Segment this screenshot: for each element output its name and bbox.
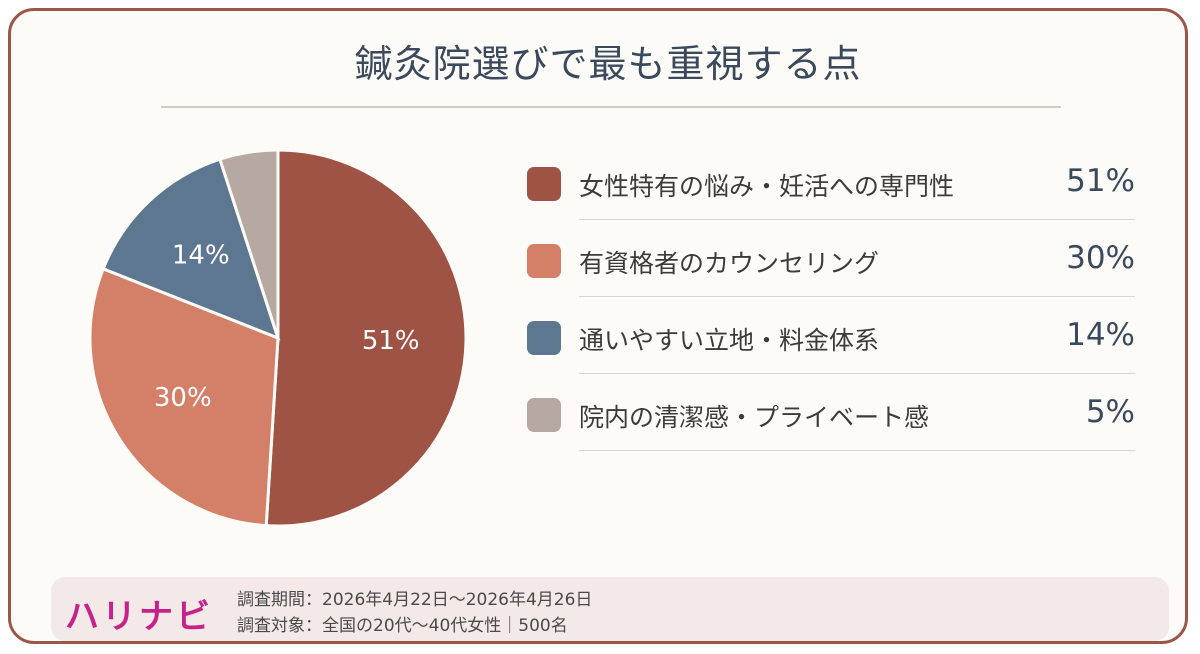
legend-value: 5% xyxy=(1085,394,1135,430)
slice-label: 51% xyxy=(362,326,420,356)
legend-item: 有資格者のカウンセリング 30% xyxy=(523,220,1135,297)
survey-period: 調査期間：2026年4月22日〜2026年4月26日 xyxy=(237,590,593,610)
legend-item: 女性特有の悩み・妊活への専門性 51% xyxy=(523,143,1135,220)
slice-label: 14% xyxy=(172,240,230,270)
chart-card: 鍼灸院選びで最も重視する点 51% 30% 14% 女性特有の悩み・妊活への専門性 … xyxy=(8,8,1188,644)
legend-divider xyxy=(579,296,1135,297)
survey-footer: ハリナビ 調査期間：2026年4月22日〜2026年4月26日 調査対象：全国の… xyxy=(51,577,1169,641)
legend: 女性特有の悩み・妊活への専門性 51% 有資格者のカウンセリング 30% 通いや… xyxy=(523,143,1135,451)
legend-item: 通いやすい立地・料金体系 14% xyxy=(523,297,1135,374)
legend-value: 51% xyxy=(1066,163,1135,199)
legend-value: 14% xyxy=(1066,317,1135,353)
legend-label: 通いやすい立地・料金体系 xyxy=(579,326,880,355)
slice-label: 30% xyxy=(154,383,212,413)
legend-value: 30% xyxy=(1066,240,1135,276)
legend-swatch xyxy=(527,244,561,278)
survey-subject: 調査対象：全国の20代〜40代女性｜500名 xyxy=(237,616,568,636)
legend-swatch xyxy=(527,167,561,201)
chart-title: 鍼灸院選びで最も重視する点 xyxy=(354,42,862,86)
legend-divider xyxy=(579,219,1135,220)
brand-logo: ハリナビ xyxy=(65,597,213,637)
legend-label: 女性特有の悩み・妊活への専門性 xyxy=(579,172,955,201)
legend-divider xyxy=(579,373,1135,374)
pie-slice xyxy=(264,148,468,528)
pie-slice xyxy=(218,148,280,339)
legend-label: 院内の清潔感・プライベート感 xyxy=(579,403,930,432)
pie-slice xyxy=(88,266,280,528)
legend-divider xyxy=(579,450,1135,451)
title-divider xyxy=(161,106,1061,108)
legend-item: 院内の清潔感・プライベート感 5% xyxy=(523,374,1135,451)
pie-chart: 51% 30% 14% xyxy=(88,148,468,528)
legend-label: 有資格者のカウンセリング xyxy=(579,249,880,278)
legend-swatch xyxy=(527,398,561,432)
legend-swatch xyxy=(527,321,561,355)
